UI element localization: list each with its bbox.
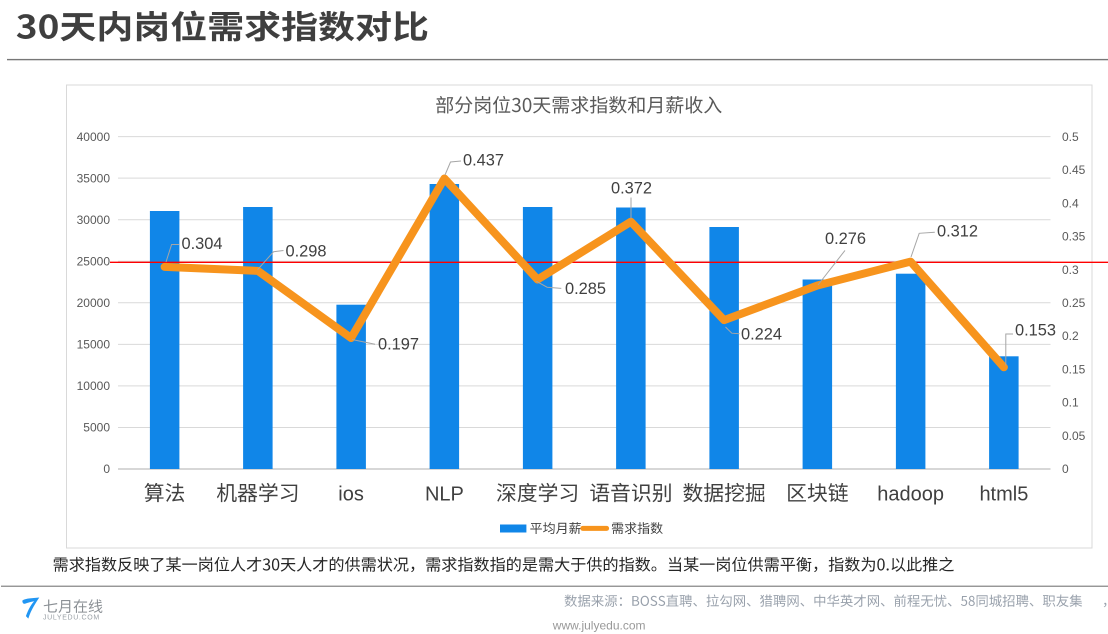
svg-text:0.45: 0.45 xyxy=(1062,163,1086,177)
svg-text:0.197: 0.197 xyxy=(378,336,419,354)
svg-text:10000: 10000 xyxy=(77,379,111,393)
svg-text:0.153: 0.153 xyxy=(1015,322,1056,340)
svg-text:40000: 40000 xyxy=(77,130,111,144)
svg-text:0.4: 0.4 xyxy=(1062,196,1079,210)
svg-text:30000: 30000 xyxy=(77,213,111,227)
svg-text:NLP: NLP xyxy=(425,484,464,506)
svg-text:0.372: 0.372 xyxy=(611,180,652,198)
svg-text:0.1: 0.1 xyxy=(1062,396,1079,410)
svg-text:hadoop: hadoop xyxy=(877,484,944,506)
svg-text:0.05: 0.05 xyxy=(1062,429,1086,443)
svg-text:35000: 35000 xyxy=(77,171,111,185)
svg-text:0.437: 0.437 xyxy=(463,152,504,170)
svg-text:0: 0 xyxy=(103,462,110,476)
svg-text:ios: ios xyxy=(338,484,364,506)
svg-text:5000: 5000 xyxy=(83,421,110,435)
svg-text:0.312: 0.312 xyxy=(937,223,978,241)
svg-text:0: 0 xyxy=(1062,462,1069,476)
svg-text:0.276: 0.276 xyxy=(825,230,866,248)
svg-text:25000: 25000 xyxy=(77,254,111,268)
svg-text:0.3: 0.3 xyxy=(1062,263,1079,277)
svg-text:0.285: 0.285 xyxy=(565,280,606,298)
svg-text:html5: html5 xyxy=(979,484,1028,506)
svg-text:www.julyedu.com: www.julyedu.com xyxy=(552,618,646,632)
svg-text:0.224: 0.224 xyxy=(741,326,782,344)
svg-text:0.35: 0.35 xyxy=(1062,230,1086,244)
svg-text:JULYEDU.COM: JULYEDU.COM xyxy=(43,615,100,622)
svg-text:0.298: 0.298 xyxy=(286,243,327,261)
svg-text:0.25: 0.25 xyxy=(1062,296,1086,310)
svg-text:0.15: 0.15 xyxy=(1062,363,1086,377)
svg-text:20000: 20000 xyxy=(77,296,111,310)
svg-text:0.304: 0.304 xyxy=(182,235,223,253)
svg-text:0.5: 0.5 xyxy=(1062,130,1079,144)
svg-text:0.2: 0.2 xyxy=(1062,329,1079,343)
svg-text:15000: 15000 xyxy=(77,338,111,352)
